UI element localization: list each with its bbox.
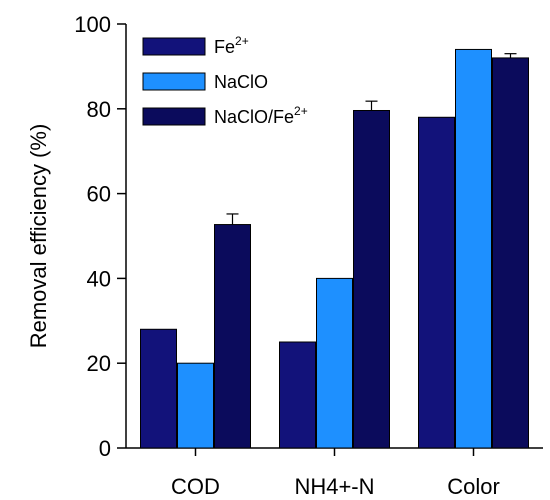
legend: Fe2+ NaClO NaClO/Fe2+ (142, 34, 308, 127)
x-category-label: NH4+-N (294, 474, 374, 499)
legend-label-2: NaClO/Fe2+ (214, 104, 308, 127)
legend-label-0: Fe2+ (214, 34, 249, 57)
bars (140, 48, 529, 449)
y-axis-title: Removal efficiency (%) (26, 124, 51, 349)
bar-2-1 (455, 48, 492, 449)
legend-swatch-0 (142, 37, 206, 56)
y-tick-label: 0 (99, 436, 111, 461)
bar-0-2 (214, 224, 251, 449)
bar-1-2 (353, 109, 390, 449)
axes: 0 20 40 60 80 100 COD NH4+-N Color (74, 12, 543, 499)
legend-label-1: NaClO (214, 72, 268, 92)
bar-1-0 (279, 341, 316, 449)
bar-2-2 (492, 57, 529, 449)
legend-swatch-2 (142, 107, 206, 126)
y-tick-label: 60 (87, 182, 111, 207)
y-tick-label: 40 (87, 266, 111, 291)
x-category-label: Color (447, 474, 500, 499)
legend-swatch-1 (142, 72, 206, 91)
y-tick-label: 80 (87, 97, 111, 122)
y-tick-label: 100 (74, 12, 111, 37)
bar-0-1 (177, 362, 214, 449)
x-category-label: COD (171, 474, 220, 499)
bar-1-1 (316, 277, 353, 449)
y-tick-label: 20 (87, 351, 111, 376)
bar-0-0 (140, 328, 177, 449)
bar-2-0 (418, 116, 455, 449)
